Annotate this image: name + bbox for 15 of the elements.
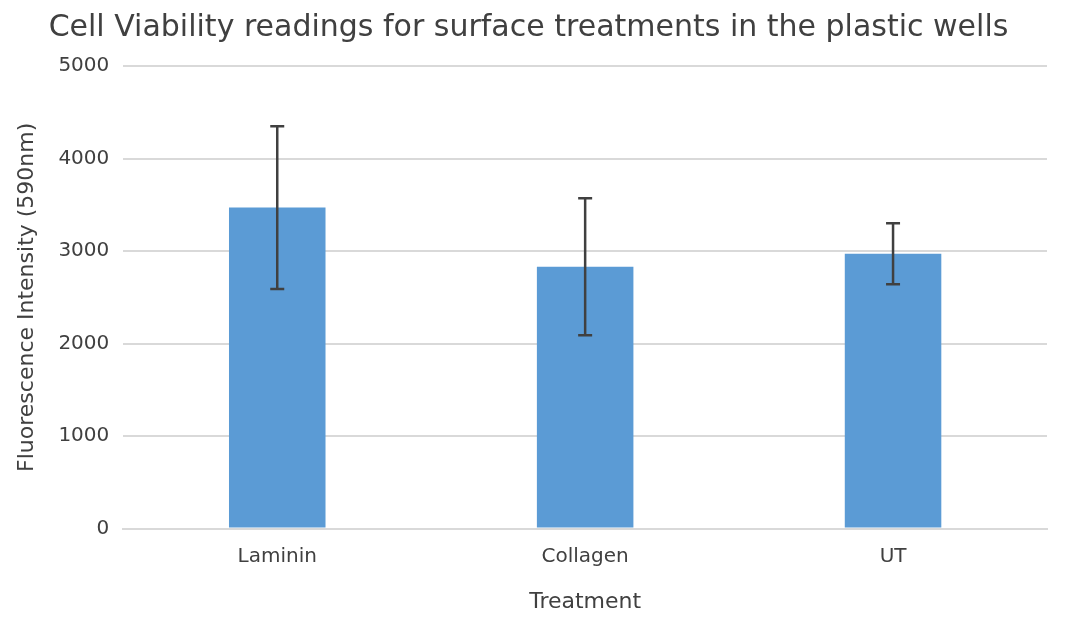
x-tick-label: Laminin bbox=[237, 542, 317, 567]
bar bbox=[844, 253, 942, 528]
x-tick-label: Collagen bbox=[541, 542, 629, 567]
bar bbox=[536, 266, 634, 528]
x-axis-title: Treatment bbox=[528, 587, 642, 613]
y-tick-label: 5000 bbox=[58, 52, 110, 77]
y-tick-label: 1000 bbox=[58, 422, 110, 447]
chart-title: Cell Viability readings for surface treatments in the plastic wells bbox=[48, 7, 1009, 43]
y-axis-title: Fluorescence Intensity (590nm) bbox=[12, 122, 38, 472]
x-tick-label: UT bbox=[879, 542, 908, 567]
y-tick-label: 4000 bbox=[58, 144, 110, 169]
y-tick-label: 3000 bbox=[58, 237, 110, 262]
bar bbox=[228, 207, 326, 528]
y-tick-label: 0 bbox=[96, 514, 110, 539]
y-tick-label: 2000 bbox=[58, 329, 110, 354]
